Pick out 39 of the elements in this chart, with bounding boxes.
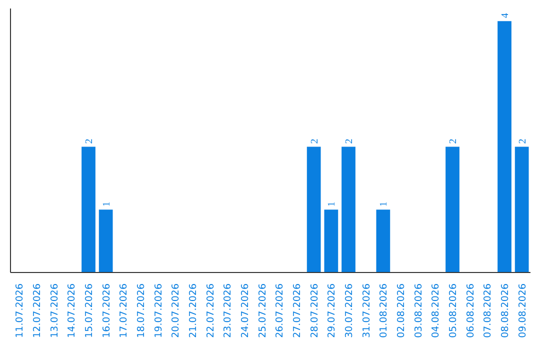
x-tick-label: 07.08.2026 <box>482 283 494 338</box>
x-tick-label: 06.08.2026 <box>465 283 476 338</box>
x-tick-label: 28.07.2026 <box>309 283 320 338</box>
data-label: 2 <box>84 138 95 144</box>
x-tick-label: 11.07.2026 <box>14 283 26 338</box>
x-tick-label: 21.07.2026 <box>188 283 199 338</box>
data-label: 2 <box>448 138 459 144</box>
x-tick-label: 31.07.2026 <box>361 283 372 338</box>
x-tick-label: 15.07.2026 <box>84 283 95 338</box>
data-label: 1 <box>326 202 338 207</box>
data-label: 2 <box>309 138 320 144</box>
x-tick-label: 09.08.2026 <box>517 283 528 338</box>
x-tick-label: 26.07.2026 <box>274 283 286 338</box>
x-tick-label: 02.08.2026 <box>396 283 407 338</box>
data-label: 1 <box>378 202 390 207</box>
data-label: 2 <box>344 138 355 144</box>
data-label: 4 <box>500 13 511 18</box>
x-tick-label: 17.07.2026 <box>118 283 130 338</box>
data-label: 2 <box>517 138 528 144</box>
x-tick-label: 13.07.2026 <box>49 283 60 338</box>
data-label: 1 <box>101 202 112 207</box>
x-tick-label: 04.08.2026 <box>430 283 442 338</box>
x-tick-label: 27.07.2026 <box>292 283 303 338</box>
x-tick-label: 16.07.2026 <box>101 283 112 338</box>
x-tick-label: 18.07.2026 <box>136 283 147 338</box>
x-tick-label: 19.07.2026 <box>153 283 164 338</box>
x-tick-label: 03.08.2026 <box>413 283 424 338</box>
x-tick-label: 29.07.2026 <box>326 283 338 338</box>
x-tick-label: 23.07.2026 <box>222 283 234 338</box>
x-tick-label: 05.08.2026 <box>448 283 459 338</box>
x-tick-label: 24.07.2026 <box>240 283 251 338</box>
x-tick-label: 01.08.2026 <box>378 283 390 338</box>
x-tick-label: 22.07.2026 <box>205 283 216 338</box>
x-tick-label: 25.07.2026 <box>257 283 268 338</box>
x-tick-label: 30.07.2026 <box>344 283 355 338</box>
x-tick-label: 20.07.2026 <box>170 283 182 338</box>
x-tick-label: 14.07.2026 <box>66 283 78 338</box>
x-tick-label: 08.08.2026 <box>500 283 511 338</box>
x-tick-label: 12.07.2026 <box>32 283 43 338</box>
